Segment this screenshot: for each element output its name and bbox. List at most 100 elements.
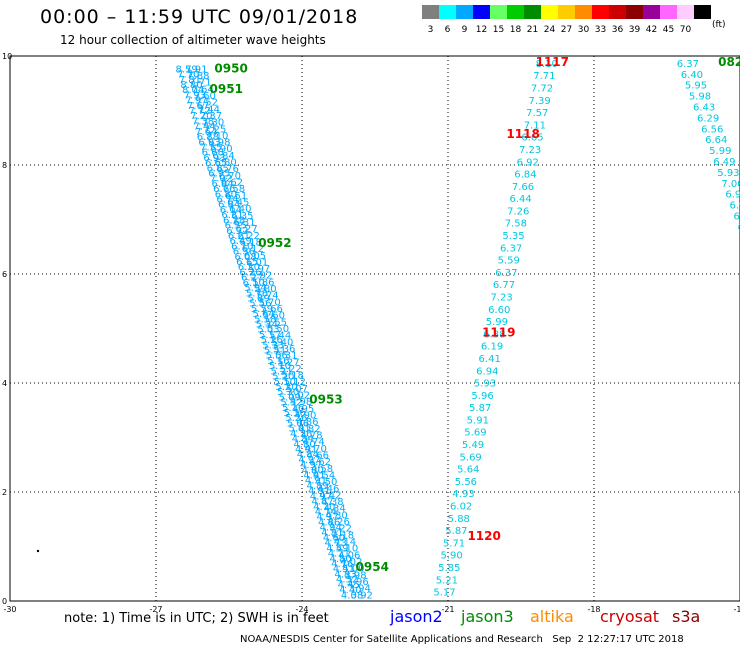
time-label: 1119 bbox=[482, 326, 515, 340]
swh-value: 5.87 bbox=[469, 403, 491, 414]
swh-value: 5.74 bbox=[256, 291, 278, 302]
swh-value: 5.76 bbox=[246, 288, 268, 299]
swh-value: 6.27 bbox=[235, 224, 257, 235]
swh-value: 6.93 bbox=[203, 153, 225, 164]
swh-value: 6.70 bbox=[219, 171, 241, 182]
swh-value: 5.96 bbox=[471, 391, 493, 402]
chart-subtitle: 12 hour collection of altimeter wave hei… bbox=[60, 33, 326, 47]
swh-value: 4.45 bbox=[338, 580, 360, 591]
swh-value: 7.30 bbox=[202, 118, 224, 129]
swh-value: 5.44 bbox=[269, 331, 291, 342]
swh-value: 4.78 bbox=[300, 431, 322, 442]
swh-value: 6.40 bbox=[229, 204, 251, 215]
swh-value: 5.49 bbox=[462, 440, 484, 451]
swh-value: 4.80 bbox=[329, 554, 351, 565]
swh-value: 4.91 bbox=[295, 444, 317, 455]
swh-value: 6.80 bbox=[215, 189, 237, 200]
swh-value: 4.51 bbox=[333, 564, 355, 575]
swh-value: 5.26 bbox=[261, 335, 283, 346]
swh-value: 6.49 bbox=[230, 236, 252, 247]
swh-value: 6.19 bbox=[481, 342, 503, 353]
swh-value: 3.96 bbox=[346, 577, 368, 588]
scale-swatch bbox=[558, 5, 575, 19]
swh-value: 5.56 bbox=[249, 299, 271, 310]
swh-value: 5.94 bbox=[244, 283, 266, 294]
swh-value: 6.08 bbox=[234, 252, 256, 263]
time-label: 0952 bbox=[258, 236, 291, 250]
swh-value: 7.02 bbox=[210, 174, 232, 185]
swh-value: 6.77 bbox=[493, 280, 515, 291]
swh-value: 6.85 bbox=[207, 163, 229, 174]
scale-label: 12 bbox=[475, 25, 488, 35]
scale-swatch bbox=[609, 5, 626, 19]
swh-value: 6.84 bbox=[514, 170, 536, 181]
swh-value: 5.70 bbox=[259, 297, 281, 308]
scale-swatch bbox=[422, 5, 439, 19]
swh-value: 4.38 bbox=[321, 497, 343, 508]
swh-value: 4.32 bbox=[336, 575, 358, 586]
time-label: 0954 bbox=[356, 560, 389, 574]
swh-value: 4.90 bbox=[294, 411, 316, 422]
swh-value: 4.91 bbox=[308, 486, 330, 497]
swh-value: 7.39 bbox=[528, 96, 550, 107]
swh-value: 7.23 bbox=[490, 292, 512, 303]
swh-value: 4.00 bbox=[342, 564, 364, 575]
swh-value: 3.92 bbox=[351, 590, 373, 601]
swh-value: 5.36 bbox=[284, 408, 306, 419]
scale-swatch bbox=[541, 5, 558, 19]
swh-value: 5.64 bbox=[252, 309, 274, 320]
scale-swatch bbox=[592, 5, 609, 19]
swh-value: 8.80 bbox=[180, 80, 202, 91]
swh-value: 5.07 bbox=[286, 384, 308, 395]
swh-value: 6.58 bbox=[223, 184, 245, 195]
swh-value: 5.27 bbox=[277, 357, 299, 368]
swh-value: 4.08 bbox=[341, 590, 363, 601]
swh-value: 4.87 bbox=[311, 497, 333, 508]
swh-value: 5.55 bbox=[265, 317, 287, 328]
swh-value: 6.76 bbox=[217, 164, 239, 175]
swh-value: 7.58 bbox=[505, 219, 527, 230]
swh-value: 6.64 bbox=[705, 135, 727, 146]
swh-value: 6.10 bbox=[243, 278, 265, 289]
swh-value: 5.18 bbox=[282, 371, 304, 382]
swh-value: 7.93 bbox=[184, 90, 206, 101]
swh-value: 6.80 bbox=[215, 158, 237, 169]
swh-value: 4.62 bbox=[309, 457, 331, 468]
scale-label: 9 bbox=[461, 25, 468, 35]
swh-value: 5.31 bbox=[275, 351, 297, 362]
swh-value: 5.91 bbox=[467, 415, 489, 426]
scale-label: 70 bbox=[679, 25, 692, 35]
swh-value: 4.82 bbox=[298, 424, 320, 435]
scale-unit: (ft) bbox=[712, 20, 726, 30]
swh-value: 4.26 bbox=[328, 517, 350, 528]
footer-credit: NOAA/NESDIS Center for Satellite Applica… bbox=[240, 634, 684, 645]
swh-value: 5.20 bbox=[272, 372, 294, 383]
swh-value: 5.40 bbox=[271, 337, 293, 348]
swh-value: 5.66 bbox=[261, 304, 283, 315]
swh-value: 4.60 bbox=[323, 533, 345, 544]
time-label: 082 bbox=[718, 55, 740, 69]
swh-value: 5.06 bbox=[287, 418, 309, 429]
chart-title: 00:00 – 11:59 UTC 09/01/2018 bbox=[40, 6, 359, 28]
swh-value: 4.22 bbox=[330, 524, 352, 535]
swh-value: 7.67 bbox=[187, 101, 209, 112]
swh-value: 6.76 bbox=[213, 184, 235, 195]
scale-label: 15 bbox=[492, 25, 505, 35]
swh-value: 4.93 bbox=[452, 489, 474, 500]
swh-value: 6.28 bbox=[223, 215, 245, 226]
swh-value: 5.51 bbox=[264, 346, 286, 357]
swh-value: 3.98 bbox=[344, 570, 366, 581]
swh-value: 6.27 bbox=[241, 273, 263, 284]
swh-value: 7.71 bbox=[533, 71, 555, 82]
swh-value: 6.22 bbox=[238, 231, 260, 242]
time-label: 0953 bbox=[309, 393, 342, 407]
swh-value: 6.62 bbox=[221, 178, 243, 189]
swh-value: 8.10 bbox=[536, 59, 558, 70]
swh-value: 6.36 bbox=[233, 247, 255, 258]
x-tick-label: -15 bbox=[733, 605, 740, 614]
swh-value: 5.85 bbox=[438, 563, 460, 574]
swh-value: 5.34 bbox=[256, 320, 278, 331]
swh-value: 7.60 bbox=[194, 91, 216, 102]
swh-value: 4.84 bbox=[297, 450, 319, 461]
swh-value: 4.42 bbox=[319, 490, 341, 501]
